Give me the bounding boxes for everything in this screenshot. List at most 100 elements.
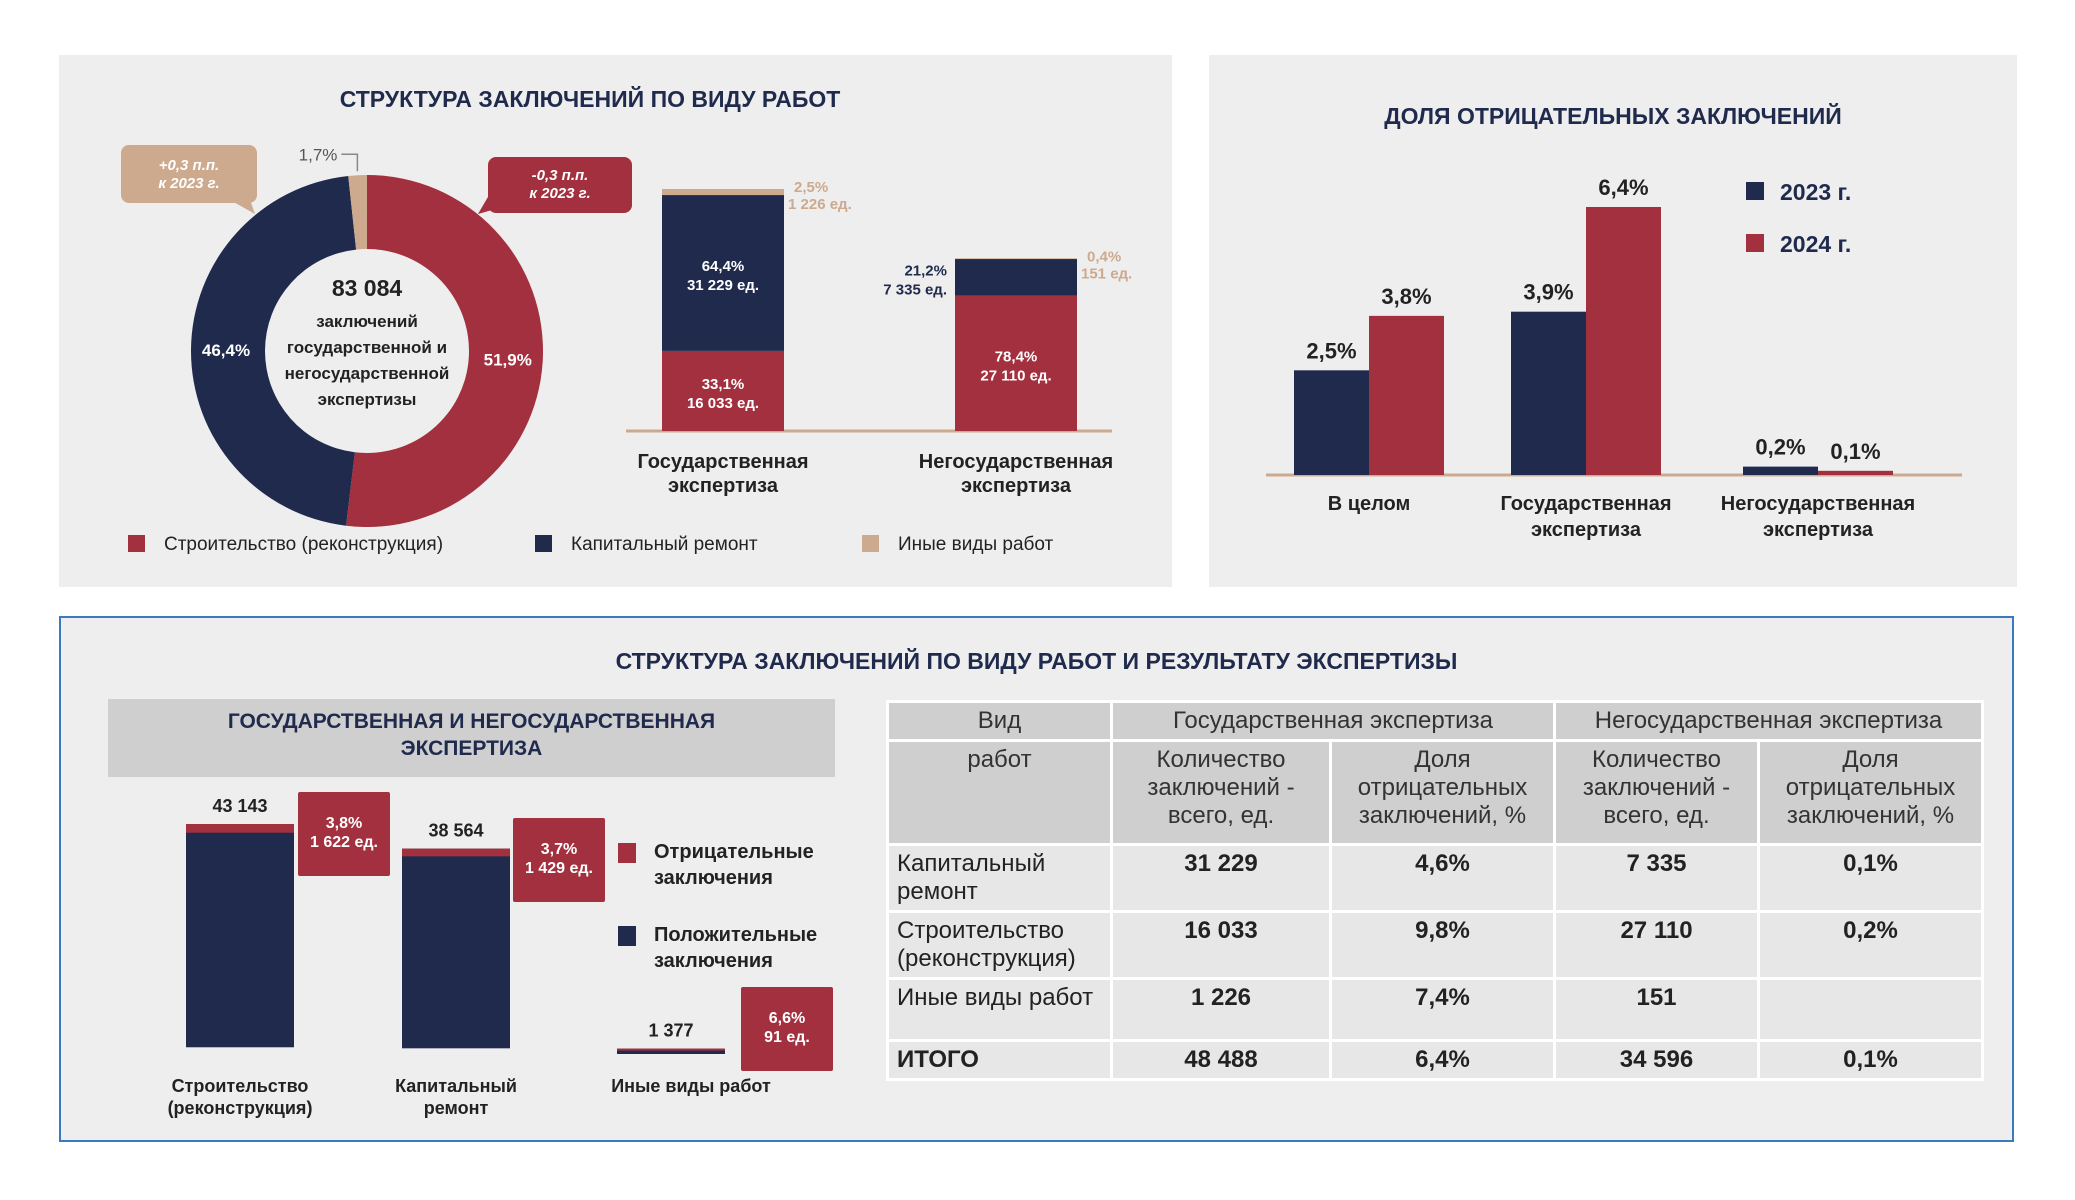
stack-segment-label: 2,5% (794, 179, 828, 196)
row-name: ИТОГО (886, 1039, 1113, 1081)
bar-total-label: 1 377 (648, 1021, 693, 1041)
legend-label: 2024 г. (1780, 231, 1851, 257)
category-label: экспертиза (961, 475, 1072, 497)
row-name: Строительство (реконструкция) (886, 910, 1113, 980)
bar-total-label: 43 143 (212, 796, 267, 816)
th-share-gos: Доля отрицательных заключений, % (1329, 739, 1556, 846)
legend-label: Отрицательные (654, 841, 814, 863)
donut-center-text: государственной и (287, 338, 447, 357)
th-rabot: работ (886, 739, 1113, 846)
bar (1511, 311, 1586, 475)
th-vid: Вид (886, 700, 1113, 742)
legend-label: 2023 г. (1780, 179, 1851, 205)
row-name: Капитальный ремонт (886, 843, 1113, 913)
cell-share-negos: 0,2% (1757, 910, 1984, 980)
category-label: экспертиза (1763, 519, 1874, 541)
bar-value-label: 0,2% (1755, 435, 1805, 460)
stack-segment-label: 27 110 ед. (980, 367, 1051, 384)
bar-value-label: 3,9% (1523, 280, 1573, 305)
bar (1818, 470, 1893, 475)
stack-segment (955, 259, 1077, 296)
callout-text: 3,8% (326, 815, 362, 832)
stack-segment-label: 1 226 ед. (788, 196, 852, 213)
negative-bar (402, 848, 510, 857)
donut-center-value: 83 084 (332, 275, 403, 301)
cell-count-negos: 7 335 (1553, 843, 1760, 913)
category-label: Негосударственная (1721, 493, 1915, 515)
cell-share-gos: 4,6% (1329, 843, 1556, 913)
callout-tan-text: к 2023 г. (158, 175, 219, 192)
donut-title: СТРУКТУРА ЗАКЛЮЧЕНИЙ ПО ВИДУ РАБОТ (339, 86, 841, 112)
cell-count-negos: 34 596 (1553, 1039, 1760, 1081)
row-name: Иные виды работ (886, 977, 1113, 1042)
negative-bar (186, 824, 294, 833)
callout-red-tail (478, 190, 492, 214)
positive-bar (617, 1048, 725, 1054)
cell-count-gos: 31 229 (1110, 843, 1332, 913)
th-share-negos: Доля отрицательных заключений, % (1757, 739, 1984, 846)
callout-box (298, 792, 390, 876)
legend-swatch (862, 535, 879, 552)
cell-share-gos: 7,4% (1329, 977, 1556, 1042)
legend-label: Иные виды работ (898, 534, 1054, 555)
legend-label: Строительство (реконструкция) (164, 534, 443, 555)
callout-text: 3,7% (541, 841, 577, 858)
legend-swatch (618, 926, 636, 946)
cell-share-negos: 0,1% (1757, 1039, 1984, 1081)
th-gos: Государственная экспертиза (1110, 700, 1556, 742)
donut-center-text: заключений (316, 312, 418, 331)
legend-label: заключения (654, 867, 773, 889)
bar (1586, 207, 1661, 475)
bar-value-label: 3,8% (1381, 284, 1431, 309)
cell-share-gos: 9,8% (1329, 910, 1556, 980)
donut-center-text: экспертизы (318, 390, 417, 409)
callout-text: 6,6% (769, 1010, 805, 1027)
category-label: (реконструкция) (168, 1098, 313, 1118)
legend-swatch (535, 535, 552, 552)
stack-segment-label: 64,4% (702, 258, 745, 275)
table-row: Капитальный ремонт 31 229 4,6% 7 335 0,1… (886, 843, 1984, 913)
bottom-title: СТРУКТУРА ЗАКЛЮЧЕНИЙ ПО ВИДУ РАБОТ И РЕЗ… (615, 648, 1458, 674)
donut-slice (191, 176, 357, 526)
results-table: Вид Государственная экспертиза Негосудар… (886, 700, 1984, 1081)
cell-count-gos: 48 488 (1110, 1039, 1332, 1081)
category-label: Строительство (172, 1076, 309, 1096)
stack-segment-label: 0,4% (1087, 248, 1121, 265)
stack-segment (955, 258, 1077, 260)
positive-bar (186, 824, 294, 1048)
cell-count-negos: 27 110 (1553, 910, 1760, 980)
callout-red-text: к 2023 г. (529, 185, 590, 202)
bar (1743, 466, 1818, 475)
legend-label: Положительные (654, 924, 817, 946)
bar (1369, 315, 1444, 475)
stack-segment-label: 78,4% (995, 348, 1038, 365)
stack-segment-label: 21,2% (904, 262, 947, 279)
table-row-total: ИТОГО 48 488 6,4% 34 596 0,1% (886, 1039, 1984, 1081)
donut-slice (348, 175, 367, 250)
stack-segment (662, 195, 784, 351)
category-label: экспертиза (668, 475, 779, 497)
callout-red-box (488, 157, 632, 213)
cell-share-gos: 6,4% (1329, 1039, 1556, 1081)
donut-slice-label: 46,4% (202, 341, 250, 360)
bar-value-label: 0,1% (1830, 439, 1880, 464)
cell-share-negos: 0,1% (1757, 843, 1984, 913)
callout-box (513, 818, 605, 902)
bar (1294, 370, 1369, 475)
callout-tan-tail (230, 200, 255, 214)
cell-count-gos: 1 226 (1110, 977, 1332, 1042)
category-label: Иные виды работ (611, 1076, 771, 1096)
cell-count-negos: 151 (1553, 977, 1760, 1042)
bottom-subtitle-line-2: ЭКСПЕРТИЗА (400, 737, 543, 760)
category-label: Государственная (637, 451, 808, 473)
donut-leader-line (341, 153, 359, 172)
stack-segment (662, 350, 784, 431)
category-label: экспертиза (1531, 519, 1642, 541)
callout-text: 1 429 ед. (525, 860, 593, 877)
cell-count-gos: 16 033 (1110, 910, 1332, 980)
callout-box (741, 987, 833, 1071)
positive-bar (402, 848, 510, 1049)
stack-segment (955, 295, 1077, 431)
category-label: ремонт (424, 1098, 489, 1118)
